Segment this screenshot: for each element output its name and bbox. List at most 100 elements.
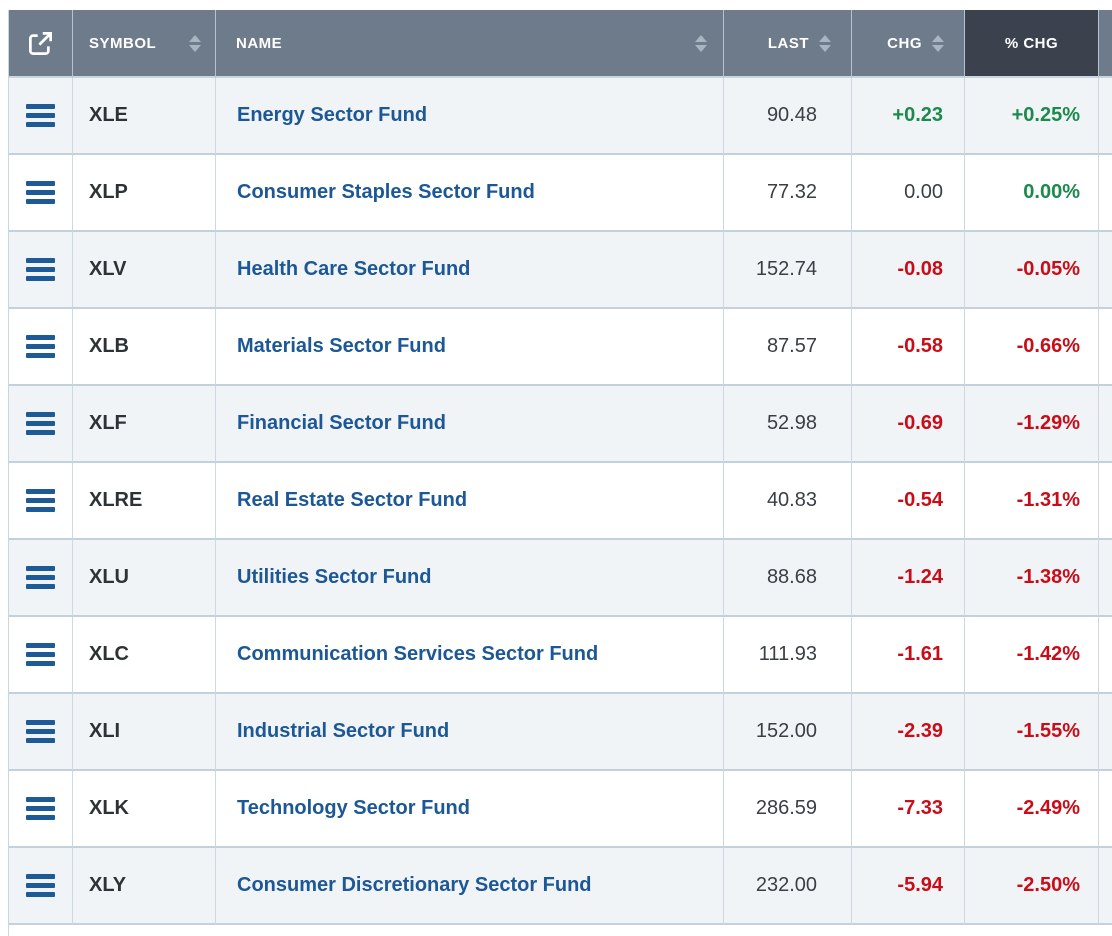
row-menu-cell[interactable] (9, 155, 73, 232)
pct-chg-value: -0.66% (1016, 335, 1080, 357)
row-menu-cell[interactable] (9, 309, 73, 386)
chg-value: -0.54 (897, 489, 943, 511)
name-link[interactable]: Financial Sector Fund (237, 412, 446, 434)
symbol-cell: XLB (73, 309, 216, 386)
table-body: XLE Energy Sector Fund 90.48 +0.23 +0.25… (9, 78, 1112, 925)
chg-cell: +0.23 (852, 78, 965, 155)
hamburger-menu-icon[interactable] (26, 566, 55, 589)
row-menu-cell[interactable] (9, 540, 73, 617)
chg-value: -2.39 (897, 720, 943, 742)
symbol-text[interactable]: XLF (89, 412, 127, 434)
row-menu-cell[interactable] (9, 463, 73, 540)
chg-cell: -1.61 (852, 617, 965, 694)
header-last[interactable]: LAST (724, 10, 852, 78)
header-chg-label: CHG (887, 34, 922, 52)
last-value: 232.00 (755, 874, 817, 896)
row-menu-cell[interactable] (9, 694, 73, 771)
name-link[interactable]: Energy Sector Fund (237, 104, 428, 126)
symbol-text[interactable]: XLC (89, 643, 129, 665)
chg-cell: -1.24 (852, 540, 965, 617)
name-cell: Materials Sector Fund (216, 309, 724, 386)
hamburger-menu-icon[interactable] (26, 643, 55, 666)
last-cell: 152.00 (724, 694, 852, 771)
name-link[interactable]: Real Estate Sector Fund (237, 489, 468, 511)
name-cell: Utilities Sector Fund (216, 540, 724, 617)
chg-value: -7.33 (897, 797, 943, 819)
pct-chg-value: +0.25% (1011, 104, 1080, 126)
header-name[interactable]: NAME (216, 10, 724, 78)
row-menu-cell[interactable] (9, 232, 73, 309)
symbol-cell: XLK (73, 771, 216, 848)
next-column-sliver (1099, 848, 1112, 925)
row-menu-cell[interactable] (9, 617, 73, 694)
symbol-cell: XLRE (73, 463, 216, 540)
hamburger-menu-icon[interactable] (26, 720, 55, 743)
sort-icon[interactable] (189, 34, 201, 52)
next-column-sliver (1099, 463, 1112, 540)
symbol-cell: XLU (73, 540, 216, 617)
row-menu-cell[interactable] (9, 848, 73, 925)
chg-cell: -0.69 (852, 386, 965, 463)
next-column-sliver (1099, 617, 1112, 694)
symbol-text[interactable]: XLU (89, 566, 129, 588)
last-cell: 77.32 (724, 155, 852, 232)
pct-chg-cell: 0.00% (965, 155, 1099, 232)
symbol-text[interactable]: XLY (89, 874, 127, 896)
symbol-text[interactable]: XLP (89, 181, 128, 203)
name-link[interactable]: Consumer Discretionary Sector Fund (237, 874, 592, 896)
symbol-text[interactable]: XLE (89, 104, 128, 126)
row-menu-cell[interactable] (9, 386, 73, 463)
sort-icon[interactable] (932, 34, 944, 52)
pct-chg-value: -0.05% (1016, 258, 1080, 280)
header-pct-chg-sorted[interactable]: % CHG (965, 10, 1099, 78)
chg-value: -5.94 (897, 874, 943, 896)
sort-icon[interactable] (819, 34, 831, 52)
hamburger-menu-icon[interactable] (26, 335, 55, 358)
last-cell: 88.68 (724, 540, 852, 617)
symbol-text[interactable]: XLV (89, 258, 127, 280)
hamburger-menu-icon[interactable] (26, 104, 55, 127)
symbol-text[interactable]: XLRE (89, 489, 143, 511)
hamburger-menu-icon[interactable] (26, 181, 55, 204)
last-value: 88.68 (766, 566, 817, 588)
chg-cell: 0.00 (852, 155, 965, 232)
symbol-text[interactable]: XLB (89, 335, 129, 357)
name-link[interactable]: Utilities Sector Fund (237, 566, 432, 588)
name-cell: Consumer Discretionary Sector Fund (216, 848, 724, 925)
name-link[interactable]: Industrial Sector Fund (237, 720, 450, 742)
last-value: 286.59 (755, 797, 817, 819)
hamburger-menu-icon[interactable] (26, 489, 55, 512)
row-menu-cell[interactable] (9, 78, 73, 155)
table-row: XLRE Real Estate Sector Fund 40.83 -0.54… (9, 463, 1112, 540)
row-menu-cell[interactable] (9, 771, 73, 848)
table-row: XLB Materials Sector Fund 87.57 -0.58 -0… (9, 309, 1112, 386)
name-link[interactable]: Consumer Staples Sector Fund (237, 181, 535, 203)
hamburger-menu-icon[interactable] (26, 797, 55, 820)
chg-cell: -0.08 (852, 232, 965, 309)
hamburger-menu-icon[interactable] (26, 412, 55, 435)
name-link[interactable]: Technology Sector Fund (237, 797, 470, 819)
hamburger-menu-icon[interactable] (26, 258, 55, 281)
header-pct-chg-label: % CHG (1004, 34, 1059, 52)
header-chg[interactable]: CHG (852, 10, 965, 78)
header-symbol[interactable]: SYMBOL (73, 10, 216, 78)
external-link-icon (29, 31, 52, 55)
header-expand-all-cell[interactable] (9, 10, 73, 78)
chg-cell: -7.33 (852, 771, 965, 848)
pct-chg-value: -2.50% (1016, 874, 1080, 896)
name-link[interactable]: Materials Sector Fund (237, 335, 446, 357)
pct-chg-cell: -1.29% (965, 386, 1099, 463)
name-cell: Health Care Sector Fund (216, 232, 724, 309)
symbol-cell: XLF (73, 386, 216, 463)
hamburger-menu-icon[interactable] (26, 874, 55, 897)
pct-chg-cell: +0.25% (965, 78, 1099, 155)
sort-icon[interactable] (695, 34, 707, 52)
quotes-table: SYMBOL NAME LAST CHG % CHG (8, 10, 1112, 936)
pct-chg-cell: -1.38% (965, 540, 1099, 617)
name-link[interactable]: Health Care Sector Fund (237, 258, 471, 280)
symbol-text[interactable]: XLK (89, 797, 129, 819)
name-link[interactable]: Communication Services Sector Fund (237, 643, 599, 665)
symbol-cell: XLC (73, 617, 216, 694)
table-row: XLP Consumer Staples Sector Fund 77.32 0… (9, 155, 1112, 232)
symbol-text[interactable]: XLI (89, 720, 121, 742)
